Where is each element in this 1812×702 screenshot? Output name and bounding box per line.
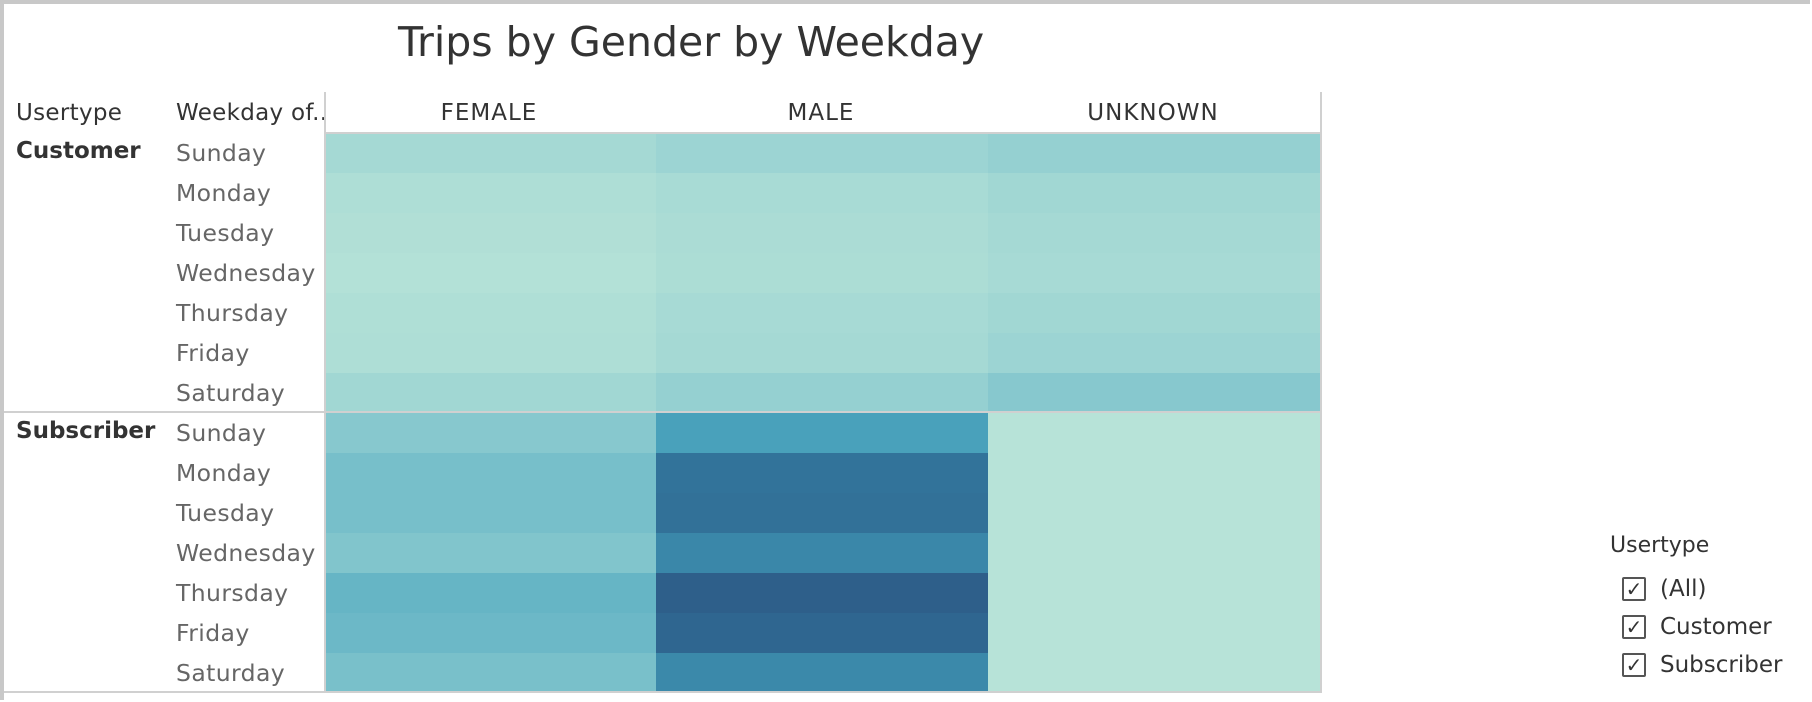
heatmap-cell-subscriber-tuesday-male[interactable] bbox=[656, 493, 988, 533]
filter-option-customer[interactable]: ✓ Customer bbox=[1622, 612, 1772, 642]
heatmap-cell-subscriber-friday-male[interactable] bbox=[656, 613, 988, 653]
filter-option-label: Subscriber bbox=[1660, 652, 1783, 678]
weekday-label: Monday bbox=[176, 179, 272, 207]
weekday-label: Saturday bbox=[176, 379, 286, 407]
checkbox-checked-icon[interactable]: ✓ bbox=[1622, 653, 1646, 677]
filter-title: Usertype bbox=[1610, 533, 1710, 558]
weekday-label: Wednesday bbox=[176, 539, 316, 567]
filter-option-all[interactable]: ✓ (All) bbox=[1622, 574, 1706, 604]
filter-option-label: (All) bbox=[1660, 576, 1707, 602]
weekday-header[interactable]: Weekday of.. bbox=[176, 100, 328, 126]
heatmap-cell-subscriber-tuesday-unknown[interactable] bbox=[988, 493, 1320, 533]
heatmap-cell-customer-thursday-female[interactable] bbox=[324, 293, 656, 333]
heatmap-cell-customer-friday-unknown[interactable] bbox=[988, 333, 1320, 373]
weekday-label: Friday bbox=[176, 339, 250, 367]
column-header-male[interactable]: MALE bbox=[787, 100, 855, 126]
weekday-label: Tuesday bbox=[176, 499, 275, 527]
heatmap-cell-subscriber-thursday-unknown[interactable] bbox=[988, 573, 1320, 613]
group-divider bbox=[4, 411, 1322, 413]
group-label-subscriber: Subscriber bbox=[16, 418, 156, 444]
heatmap-cell-subscriber-wednesday-female[interactable] bbox=[324, 533, 656, 573]
heatmap-cell-subscriber-saturday-female[interactable] bbox=[324, 653, 656, 693]
heatmap-cell-customer-sunday-female[interactable] bbox=[324, 133, 656, 173]
weekday-label: Thursday bbox=[176, 299, 289, 327]
heatmap-cell-subscriber-monday-unknown[interactable] bbox=[988, 453, 1320, 493]
heatmap-cell-subscriber-sunday-female[interactable] bbox=[324, 413, 656, 453]
usertype-header[interactable]: Usertype bbox=[16, 100, 123, 126]
chart-title: Trips by Gender by Weekday bbox=[398, 18, 985, 66]
column-header-female[interactable]: FEMALE bbox=[440, 100, 538, 126]
checkbox-checked-icon[interactable]: ✓ bbox=[1622, 615, 1646, 639]
heatmap-cell-customer-monday-male[interactable] bbox=[656, 173, 988, 213]
heatmap-cell-customer-saturday-unknown[interactable] bbox=[988, 373, 1320, 413]
heatmap-cell-customer-monday-female[interactable] bbox=[324, 173, 656, 213]
weekday-label: Monday bbox=[176, 459, 272, 487]
heatmap-cell-subscriber-thursday-male[interactable] bbox=[656, 573, 988, 613]
heatmap-cell-subscriber-monday-male[interactable] bbox=[656, 453, 988, 493]
heatmap-cell-customer-sunday-unknown[interactable] bbox=[988, 133, 1320, 173]
heatmap-cell-customer-saturday-female[interactable] bbox=[324, 373, 656, 413]
heatmap-cell-subscriber-friday-unknown[interactable] bbox=[988, 613, 1320, 653]
weekday-label: Sunday bbox=[176, 419, 267, 447]
checkbox-checked-icon[interactable]: ✓ bbox=[1622, 577, 1646, 601]
heatmap-cell-subscriber-sunday-unknown[interactable] bbox=[988, 413, 1320, 453]
heatmap-cell-customer-sunday-male[interactable] bbox=[656, 133, 988, 173]
weekday-label: Wednesday bbox=[176, 259, 316, 287]
weekday-label: Friday bbox=[176, 619, 250, 647]
heatmap-cell-customer-friday-female[interactable] bbox=[324, 333, 656, 373]
filter-option-subscriber[interactable]: ✓ Subscriber bbox=[1622, 650, 1782, 680]
heatmap-cell-customer-monday-unknown[interactable] bbox=[988, 173, 1320, 213]
heatmap-cell-customer-tuesday-male[interactable] bbox=[656, 213, 988, 253]
weekday-label: Saturday bbox=[176, 659, 286, 687]
heatmap-cell-subscriber-tuesday-female[interactable] bbox=[324, 493, 656, 533]
column-header-unknown[interactable]: UNKNOWN bbox=[1087, 100, 1219, 126]
bottom-divider bbox=[4, 691, 1322, 693]
heatmap-cell-subscriber-saturday-male[interactable] bbox=[656, 653, 988, 693]
heatmap-cell-customer-wednesday-unknown[interactable] bbox=[988, 253, 1320, 293]
heatmap-cell-subscriber-friday-female[interactable] bbox=[324, 613, 656, 653]
heatmap-cell-customer-thursday-unknown[interactable] bbox=[988, 293, 1320, 333]
heatmap-cell-customer-thursday-male[interactable] bbox=[656, 293, 988, 333]
heatmap-cell-customer-friday-male[interactable] bbox=[656, 333, 988, 373]
weekday-label: Thursday bbox=[176, 579, 289, 607]
heatmap-cell-customer-tuesday-female[interactable] bbox=[324, 213, 656, 253]
heatmap-cell-subscriber-wednesday-unknown[interactable] bbox=[988, 533, 1320, 573]
weekday-label: Sunday bbox=[176, 139, 267, 167]
heatmap-cell-subscriber-sunday-male[interactable] bbox=[656, 413, 988, 453]
heatmap-cell-customer-saturday-male[interactable] bbox=[656, 373, 988, 413]
grid-divider-left bbox=[324, 92, 326, 692]
heatmap-cell-subscriber-wednesday-male[interactable] bbox=[656, 533, 988, 573]
weekday-label: Tuesday bbox=[176, 219, 275, 247]
header-divider bbox=[324, 132, 1322, 134]
heatmap-cell-customer-wednesday-male[interactable] bbox=[656, 253, 988, 293]
heatmap-cell-subscriber-thursday-female[interactable] bbox=[324, 573, 656, 613]
heatmap-cell-customer-tuesday-unknown[interactable] bbox=[988, 213, 1320, 253]
heatmap-cell-subscriber-monday-female[interactable] bbox=[324, 453, 656, 493]
grid-divider-right bbox=[1320, 92, 1322, 692]
group-label-customer: Customer bbox=[16, 138, 141, 164]
heatmap-cell-subscriber-saturday-unknown[interactable] bbox=[988, 653, 1320, 693]
heatmap-cell-customer-wednesday-female[interactable] bbox=[324, 253, 656, 293]
filter-option-label: Customer bbox=[1660, 614, 1772, 640]
